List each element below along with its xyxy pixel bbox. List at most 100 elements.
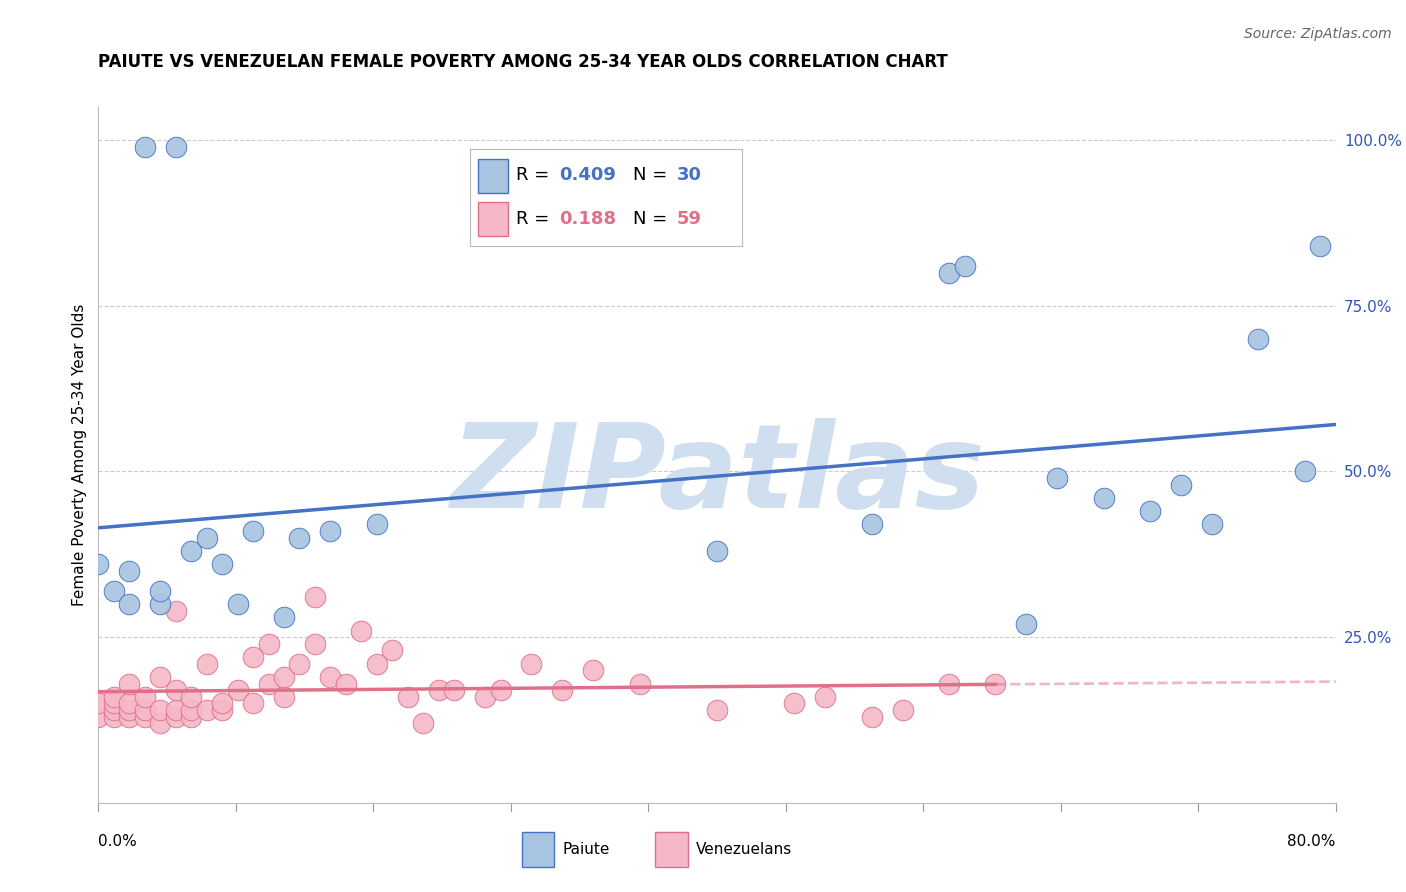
Text: Paiute: Paiute: [562, 842, 610, 857]
Point: [103, 583, 125, 598]
Point: [1170, 477, 1192, 491]
Point: [118, 697, 141, 711]
Point: [938, 676, 960, 690]
Point: [520, 657, 543, 671]
Point: [103, 703, 125, 717]
Text: ZIPatlas: ZIPatlas: [450, 418, 984, 533]
Point: [366, 657, 388, 671]
Text: 59: 59: [676, 210, 702, 228]
Point: [860, 517, 883, 532]
Point: [783, 697, 806, 711]
Text: R =: R =: [516, 166, 555, 184]
Point: [226, 683, 249, 698]
Point: [443, 683, 465, 698]
Point: [1247, 332, 1270, 346]
Text: 0.409: 0.409: [560, 166, 616, 184]
Point: [118, 597, 141, 611]
Point: [211, 703, 233, 717]
Point: [134, 140, 156, 154]
Point: [87, 709, 110, 723]
Point: [87, 697, 110, 711]
Point: [134, 703, 156, 717]
Point: [953, 259, 976, 273]
Point: [180, 690, 202, 704]
Point: [242, 524, 264, 538]
Text: 0.0%: 0.0%: [98, 834, 138, 849]
Point: [706, 544, 728, 558]
Point: [427, 683, 450, 698]
Point: [257, 676, 280, 690]
Point: [984, 676, 1007, 690]
Point: [319, 524, 342, 538]
Point: [103, 697, 125, 711]
Point: [304, 637, 326, 651]
Point: [628, 676, 651, 690]
Point: [1294, 465, 1316, 479]
Point: [180, 703, 202, 717]
Text: Venezuelans: Venezuelans: [696, 842, 792, 857]
Point: [257, 637, 280, 651]
Point: [165, 140, 187, 154]
Point: [103, 690, 125, 704]
Point: [288, 657, 311, 671]
Point: [118, 564, 141, 578]
Point: [288, 531, 311, 545]
Point: [118, 703, 141, 717]
Point: [226, 597, 249, 611]
Point: [195, 657, 218, 671]
Point: [335, 676, 357, 690]
Point: [273, 670, 295, 684]
Point: [165, 683, 187, 698]
FancyBboxPatch shape: [478, 202, 508, 236]
Point: [396, 690, 419, 704]
Text: R =: R =: [516, 210, 555, 228]
Point: [149, 597, 172, 611]
Point: [319, 670, 342, 684]
Point: [273, 610, 295, 624]
Point: [149, 716, 172, 731]
FancyBboxPatch shape: [478, 159, 508, 193]
Point: [165, 703, 187, 717]
Point: [242, 650, 264, 665]
Point: [149, 670, 172, 684]
Text: 0.188: 0.188: [560, 210, 617, 228]
Point: [582, 663, 605, 677]
Point: [706, 703, 728, 717]
Point: [180, 709, 202, 723]
Point: [304, 591, 326, 605]
FancyBboxPatch shape: [655, 832, 688, 867]
Point: [551, 683, 574, 698]
Y-axis label: Female Poverty Among 25-34 Year Olds: Female Poverty Among 25-34 Year Olds: [72, 304, 87, 606]
Point: [381, 643, 404, 657]
Point: [474, 690, 496, 704]
Point: [489, 683, 512, 698]
Text: N =: N =: [633, 166, 673, 184]
Point: [891, 703, 914, 717]
Text: PAIUTE VS VENEZUELAN FEMALE POVERTY AMONG 25-34 YEAR OLDS CORRELATION CHART: PAIUTE VS VENEZUELAN FEMALE POVERTY AMON…: [98, 54, 948, 71]
Text: 80.0%: 80.0%: [1288, 834, 1336, 849]
Point: [118, 709, 141, 723]
Point: [1139, 504, 1161, 518]
Point: [350, 624, 373, 638]
Text: 30: 30: [676, 166, 702, 184]
Point: [412, 716, 434, 731]
Text: Source: ZipAtlas.com: Source: ZipAtlas.com: [1244, 27, 1392, 41]
Point: [242, 697, 264, 711]
Point: [134, 690, 156, 704]
Point: [149, 583, 172, 598]
Point: [814, 690, 837, 704]
FancyBboxPatch shape: [522, 832, 554, 867]
Point: [103, 709, 125, 723]
Point: [118, 676, 141, 690]
Point: [165, 709, 187, 723]
Point: [180, 544, 202, 558]
Point: [1015, 616, 1038, 631]
Point: [149, 703, 172, 717]
Point: [134, 709, 156, 723]
Point: [195, 703, 218, 717]
Point: [938, 266, 960, 280]
Point: [860, 709, 883, 723]
Point: [211, 697, 233, 711]
Point: [273, 690, 295, 704]
Text: N =: N =: [633, 210, 673, 228]
